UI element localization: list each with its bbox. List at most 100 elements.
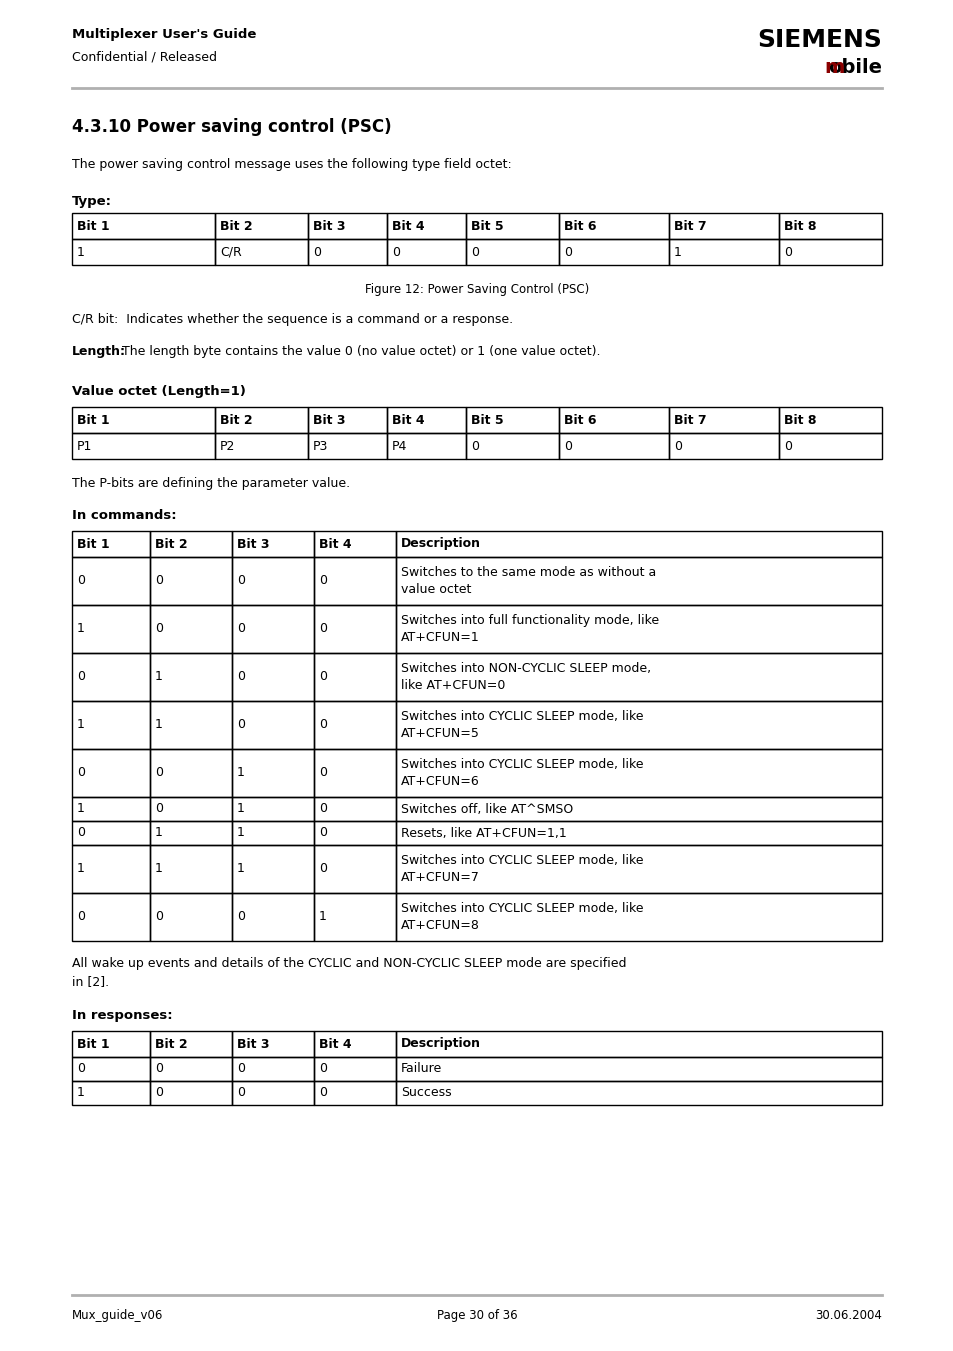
Bar (71, 748, 150, 797)
Text: 0: 0 (318, 862, 327, 875)
Text: Mux_guide_v06: Mux_guide_v06 (71, 1309, 163, 1323)
Bar (387, 434, 465, 459)
Bar (395, 1081, 882, 1105)
Text: Bit 6: Bit 6 (563, 219, 596, 232)
Bar (395, 701, 882, 748)
Bar (150, 557, 232, 605)
Text: 0: 0 (77, 574, 85, 588)
Text: Switches into NON-CYCLIC SLEEP mode,
like AT+CFUN=0: Switches into NON-CYCLIC SLEEP mode, lik… (400, 662, 651, 692)
Bar (71, 407, 214, 434)
Bar (232, 797, 314, 821)
Bar (214, 434, 308, 459)
Text: Description: Description (400, 1038, 480, 1051)
Text: Multiplexer User's Guide: Multiplexer User's Guide (71, 28, 256, 41)
Bar (150, 1031, 232, 1056)
Bar (395, 748, 882, 797)
Text: 0: 0 (318, 1086, 327, 1100)
Text: C/R: C/R (220, 246, 241, 258)
Bar (314, 797, 395, 821)
Bar (308, 407, 387, 434)
Text: Bit 3: Bit 3 (313, 413, 345, 427)
Text: Bit 2: Bit 2 (154, 1038, 188, 1051)
Text: 1: 1 (77, 1086, 85, 1100)
Bar (314, 1031, 395, 1056)
Text: 1: 1 (154, 719, 163, 731)
Text: 30.06.2004: 30.06.2004 (814, 1309, 882, 1323)
Text: P3: P3 (313, 439, 328, 453)
Text: Bit 3: Bit 3 (236, 1038, 269, 1051)
Bar (71, 701, 150, 748)
Bar (308, 239, 387, 265)
Bar (779, 239, 882, 265)
Bar (314, 531, 395, 557)
Text: All wake up events and details of the CYCLIC and NON-CYCLIC SLEEP mode are speci: All wake up events and details of the CY… (71, 957, 626, 988)
Text: Switches to the same mode as without a
value octet: Switches to the same mode as without a v… (400, 566, 656, 596)
Text: 0: 0 (471, 246, 478, 258)
Text: 1: 1 (77, 246, 85, 258)
Text: P1: P1 (77, 439, 92, 453)
Text: C/R bit:  Indicates whether the sequence is a command or a response.: C/R bit: Indicates whether the sequence … (71, 313, 513, 326)
Bar (71, 213, 214, 239)
Text: Bit 8: Bit 8 (783, 219, 816, 232)
Text: Bit 7: Bit 7 (673, 219, 706, 232)
Text: In commands:: In commands: (71, 509, 176, 521)
Bar (214, 407, 308, 434)
Bar (150, 653, 232, 701)
Text: 0: 0 (318, 802, 327, 816)
Bar (150, 893, 232, 942)
Bar (232, 844, 314, 893)
Bar (71, 239, 214, 265)
Bar (668, 239, 779, 265)
Text: Confidential / Released: Confidential / Released (71, 50, 216, 63)
Text: Page 30 of 36: Page 30 of 36 (436, 1309, 517, 1323)
Text: 0: 0 (313, 246, 320, 258)
Bar (71, 1081, 150, 1105)
Text: Value octet (Length=1): Value octet (Length=1) (71, 385, 246, 399)
Bar (314, 1081, 395, 1105)
Text: 0: 0 (318, 574, 327, 588)
Text: Bit 3: Bit 3 (236, 538, 269, 550)
Bar (150, 748, 232, 797)
Text: Description: Description (400, 538, 480, 550)
Bar (395, 557, 882, 605)
Bar (314, 1056, 395, 1081)
Bar (465, 213, 558, 239)
Bar (314, 701, 395, 748)
Bar (232, 1031, 314, 1056)
Bar (308, 434, 387, 459)
Bar (387, 407, 465, 434)
Bar (668, 407, 779, 434)
Text: 0: 0 (77, 670, 85, 684)
Bar (395, 1056, 882, 1081)
Text: 1: 1 (77, 623, 85, 635)
Text: 1: 1 (236, 766, 245, 780)
Text: 0: 0 (154, 1062, 163, 1075)
Bar (232, 605, 314, 653)
Bar (465, 434, 558, 459)
Text: Bit 4: Bit 4 (318, 1038, 352, 1051)
Bar (71, 531, 150, 557)
Text: 0: 0 (318, 623, 327, 635)
Text: 0: 0 (783, 439, 791, 453)
Text: 0: 0 (236, 1062, 245, 1075)
Text: 0: 0 (318, 719, 327, 731)
Text: The power saving control message uses the following type field octet:: The power saving control message uses th… (71, 158, 511, 172)
Text: 4.3.10 Power saving control (PSC): 4.3.10 Power saving control (PSC) (71, 118, 392, 136)
Bar (150, 844, 232, 893)
Text: 1: 1 (236, 802, 245, 816)
Bar (71, 1056, 150, 1081)
Text: 1: 1 (154, 862, 163, 875)
Bar (71, 821, 150, 844)
Bar (71, 1031, 150, 1056)
Text: 1: 1 (154, 827, 163, 839)
Text: 0: 0 (673, 439, 681, 453)
Bar (71, 653, 150, 701)
Bar (150, 1056, 232, 1081)
Bar (395, 797, 882, 821)
Bar (150, 531, 232, 557)
Text: 0: 0 (77, 766, 85, 780)
Text: 0: 0 (77, 827, 85, 839)
Text: 0: 0 (154, 802, 163, 816)
Bar (558, 407, 668, 434)
Bar (232, 701, 314, 748)
